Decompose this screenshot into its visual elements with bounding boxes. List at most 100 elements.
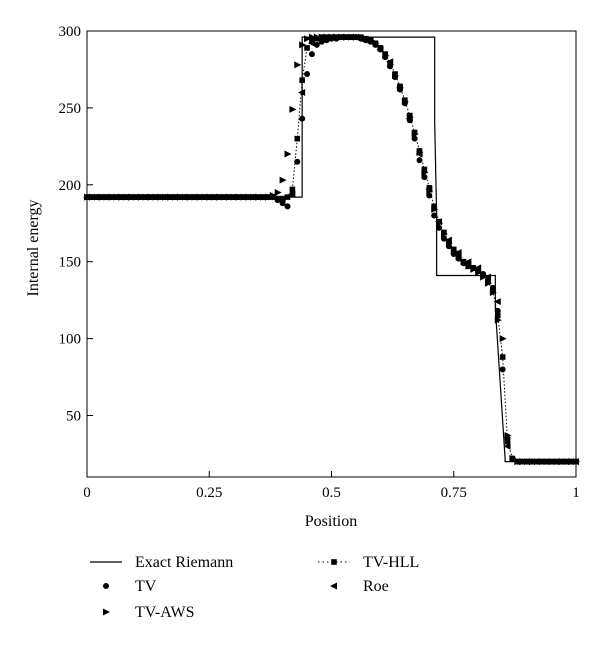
x-tick-label: 1 — [572, 485, 580, 501]
y-tick-label: 100 — [59, 332, 82, 348]
y-tick-label: 200 — [59, 178, 82, 194]
data-point — [455, 252, 462, 259]
data-point — [327, 33, 335, 41]
y-axis-label: Internal energy — [25, 200, 42, 297]
data-point — [299, 77, 305, 84]
legend: Exact Riemann TV TV-AWS TV-HLL Roe — [90, 554, 419, 621]
data-point — [289, 105, 297, 113]
legend-swatch — [103, 608, 110, 616]
data-point — [509, 455, 516, 462]
data-point — [499, 335, 507, 343]
y-tick-label: 150 — [59, 255, 82, 271]
data-point — [92, 193, 100, 201]
data-point — [532, 458, 540, 466]
data-point — [523, 458, 531, 466]
data-point — [112, 193, 120, 201]
data-point — [278, 195, 286, 203]
data-point — [289, 186, 296, 193]
data-point — [137, 194, 144, 200]
x-tick-label: 0 — [83, 485, 91, 501]
legend-entry: TV-HLL — [318, 554, 419, 571]
data-point — [304, 71, 311, 78]
legend-label: TV-HLL — [363, 554, 419, 571]
legend-swatch — [103, 583, 109, 589]
data-point — [416, 148, 423, 154]
data-point — [460, 258, 467, 265]
data-point — [274, 188, 282, 196]
data-point — [504, 431, 512, 439]
data-point — [131, 193, 139, 201]
data-point — [362, 35, 369, 42]
x-tick-label: 0.5 — [322, 485, 341, 501]
data-point — [386, 58, 394, 66]
data-point — [265, 194, 271, 200]
data-point — [216, 194, 222, 200]
data-point — [485, 278, 491, 285]
data-point — [470, 265, 477, 271]
data-point — [147, 194, 154, 200]
data-point — [186, 194, 193, 200]
data-point — [229, 193, 237, 201]
legend-swatch — [331, 559, 337, 565]
data-point — [513, 458, 521, 466]
data-point — [313, 41, 320, 48]
data-point — [562, 458, 570, 466]
data-point — [504, 438, 511, 445]
data-point — [499, 354, 506, 360]
data-point — [474, 264, 482, 272]
data-point — [304, 35, 312, 43]
data-point — [431, 212, 438, 219]
data-point — [196, 194, 203, 200]
data-point — [299, 115, 306, 122]
data-point — [548, 458, 555, 465]
data-point — [249, 193, 257, 201]
data-point — [347, 33, 355, 41]
data-point — [161, 193, 169, 201]
data-point — [538, 458, 545, 465]
data-point — [190, 193, 198, 201]
data-point — [519, 458, 526, 465]
data-point — [308, 51, 315, 58]
series-tv-hll — [84, 34, 579, 465]
series-tv-aws — [84, 33, 580, 466]
data-point — [151, 193, 159, 201]
data-point — [392, 71, 398, 77]
data-point — [235, 194, 242, 200]
data-point — [177, 194, 183, 200]
data-point — [395, 84, 403, 92]
data-point — [118, 194, 125, 200]
data-point — [402, 97, 408, 104]
data-point — [483, 273, 491, 281]
series-exact-riemann — [87, 36, 576, 463]
data-point — [494, 316, 502, 324]
data-point — [343, 34, 349, 40]
data-point — [307, 39, 315, 47]
data-point — [317, 35, 325, 43]
data-point — [245, 194, 252, 200]
data-point — [454, 248, 462, 256]
data-point — [294, 158, 301, 165]
legend-label: TV-AWS — [135, 604, 194, 621]
data-point — [274, 195, 281, 202]
legend-label: Roe — [363, 578, 389, 595]
data-point — [499, 366, 506, 373]
data-point — [288, 190, 296, 198]
data-point — [436, 224, 443, 231]
data-point — [441, 229, 447, 236]
plot-frame — [86, 30, 577, 478]
data-point — [425, 185, 433, 193]
data-point — [356, 35, 364, 43]
data-point — [298, 89, 306, 97]
data-point — [206, 194, 213, 200]
x-tick-label: 0.75 — [441, 485, 467, 501]
data-point — [542, 458, 550, 466]
data-point — [415, 150, 423, 158]
data-point — [141, 193, 149, 201]
data-point — [279, 200, 286, 207]
tv-hll-dotted-line — [87, 36, 576, 463]
data-point — [421, 174, 428, 181]
data-point — [284, 203, 291, 210]
legend-entry: TV — [103, 578, 157, 595]
data-point — [89, 194, 95, 200]
